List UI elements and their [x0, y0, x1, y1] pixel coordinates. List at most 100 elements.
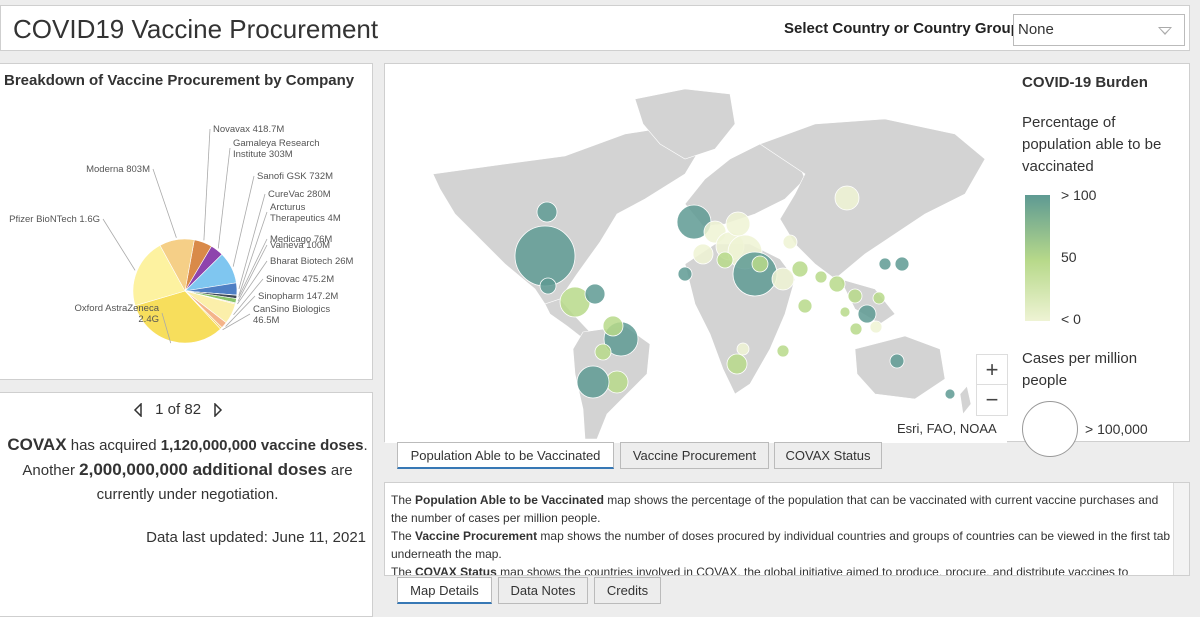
tab-map-details[interactable]: Map Details [397, 577, 492, 604]
next-arrow-icon[interactable] [213, 403, 223, 418]
country-bubble[interactable] [944, 388, 956, 400]
country-bubble[interactable] [771, 267, 795, 291]
last-updated: Data last updated: June 11, 2021 [146, 529, 366, 546]
country-bubble[interactable] [677, 266, 693, 282]
country-bubble[interactable] [878, 257, 892, 271]
previous-arrow-icon[interactable] [133, 403, 143, 418]
country-bubble[interactable] [539, 277, 557, 295]
tab-credits[interactable]: Credits [594, 577, 661, 604]
details-bold: Vaccine Procurement [415, 529, 538, 543]
pie-slice-label: Bharat Biotech 26M [270, 256, 354, 267]
pie-slice-label: Gamaleya Research Institute 303M [233, 138, 320, 160]
summary-text: currently under negotiation. [96, 486, 279, 503]
pie-slice[interactable] [134, 290, 221, 344]
leader-line [222, 313, 251, 331]
covax-name: COVAX [7, 435, 67, 454]
acquired-doses: 1,120,000,000 vaccine doses [160, 437, 364, 454]
country-bubble[interactable] [869, 320, 883, 334]
pie-slice-label: Valneva 100M [270, 240, 330, 251]
tab-data-notes[interactable]: Data Notes [498, 577, 588, 604]
country-bubble[interactable] [726, 353, 748, 375]
details-word: The [391, 493, 416, 507]
leader-line [238, 193, 266, 289]
country-bubble[interactable] [834, 185, 860, 211]
pie-slice-label: Sanofi GSK 732M [257, 171, 333, 182]
country-bubble[interactable] [849, 322, 863, 336]
country-bubble[interactable] [839, 306, 851, 318]
covax-panel: 1 of 82 COVAX has acquired 1,120,000,000… [0, 392, 373, 617]
leader-line [232, 175, 255, 267]
zoom-in-button[interactable]: + [977, 355, 1007, 385]
tab-population-vaccinated[interactable]: Population Able to be Vaccinated [397, 442, 614, 469]
leader-line [203, 128, 211, 241]
leader-line [237, 260, 268, 305]
pie-slice[interactable] [159, 238, 195, 292]
country-bubble[interactable] [797, 298, 813, 314]
country-bubble[interactable] [514, 225, 576, 287]
leader-line [217, 147, 231, 249]
cases-size-circle [1022, 401, 1078, 457]
pie-chart-panel: Breakdown of Vaccine Procurement by Comp… [0, 63, 373, 380]
country-bubble[interactable] [692, 243, 714, 265]
pager: 1 of 82 [133, 401, 243, 418]
pie-slice-label: CureVac 280M [268, 189, 331, 200]
pie-slice-label: Sinovac 475.2M [266, 274, 334, 285]
country-group-select[interactable]: None [1013, 14, 1185, 46]
summary-text: . [363, 437, 368, 454]
legend-color-ramp [1025, 195, 1050, 321]
leader-line [152, 168, 177, 238]
chevron-down-icon [1158, 27, 1172, 35]
summary-text: are [326, 462, 353, 479]
ramp-mid-label: 50 [1061, 249, 1077, 265]
details-line: map shows the number of doses procured b… [391, 529, 1171, 561]
leader-line [238, 211, 268, 296]
header-bar: COVID19 Vaccine Procurement Select Count… [0, 5, 1190, 51]
tab-vaccine-procurement[interactable]: Vaccine Procurement [620, 442, 769, 469]
country-bubble[interactable] [594, 343, 612, 361]
leader-line [102, 218, 136, 271]
country-bubble[interactable] [725, 211, 751, 237]
country-selector-label: Select Country or Country Group: [784, 20, 1025, 37]
leader-line [237, 244, 268, 302]
details-bold: Population Able to be Vaccinated [415, 493, 604, 507]
pie-slice-label: Medicago 76M [270, 234, 332, 245]
pager-text: 1 of 82 [155, 401, 202, 418]
world-map[interactable] [385, 64, 1007, 443]
country-bubble[interactable] [536, 201, 558, 223]
country-bubble[interactable] [716, 251, 734, 269]
pie-slice[interactable] [132, 244, 186, 307]
ramp-low-label: < 0 [1061, 311, 1081, 327]
pie-chart: Novavax 418.7M Gamaleya Research Institute… [9, 124, 354, 344]
country-bubble[interactable] [828, 275, 846, 293]
country-bubble[interactable] [602, 315, 624, 337]
leader-line [238, 238, 268, 298]
country-bubble[interactable] [782, 234, 798, 250]
cases-size-label: > 100,000 [1085, 421, 1148, 437]
country-bubble[interactable] [847, 288, 863, 304]
tab-covax-status[interactable]: COVAX Status [774, 442, 882, 469]
zoom-out-button[interactable]: − [985, 387, 999, 412]
country-bubble[interactable] [751, 255, 769, 273]
country-bubble[interactable] [857, 304, 877, 324]
country-bubble[interactable] [791, 260, 809, 278]
country-bubble[interactable] [872, 291, 886, 305]
details-word: The [391, 529, 416, 543]
country-bubble[interactable] [814, 270, 828, 284]
pie-slice-label: Moderna 803M [86, 164, 150, 175]
country-bubble[interactable] [889, 353, 905, 369]
details-scrollbar[interactable] [1173, 483, 1189, 575]
map-attribution: Esri, FAO, NOAA [897, 421, 997, 436]
country-bubble[interactable] [776, 344, 790, 358]
pie-slice-label: Oxford AstraZeneca 2.4G [75, 303, 160, 325]
legend-title: COVID-19 Burden [1022, 74, 1148, 91]
legend-subtitle: Percentage of population able to be vacc… [1022, 114, 1162, 175]
leader-line [233, 278, 264, 315]
details-panel: The Population Able to be Vaccinated map… [384, 482, 1190, 576]
country-bubble[interactable] [894, 256, 910, 272]
country-bubble[interactable] [576, 365, 610, 399]
map-canvas [432, 88, 986, 440]
country-bubble[interactable] [584, 283, 606, 305]
pie-slice-label: Novavax 418.7M [213, 124, 284, 135]
country-bubble[interactable] [736, 342, 750, 356]
summary-text: Another [22, 462, 80, 479]
